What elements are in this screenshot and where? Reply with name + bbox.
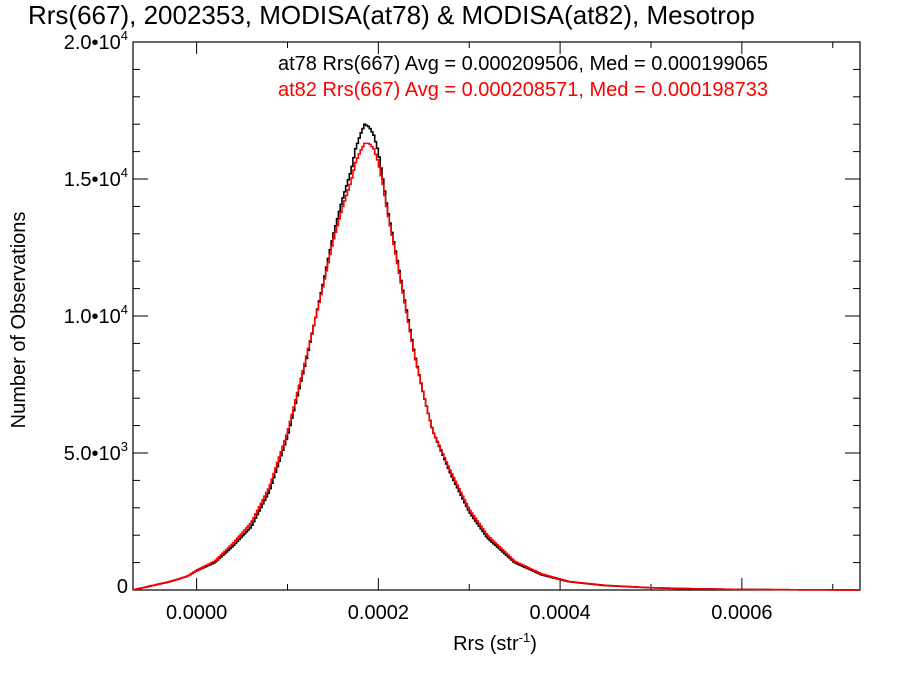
- y-axis-label: Number of Observations: [8, 212, 30, 429]
- y-tick-label: 0: [117, 576, 128, 598]
- x-tick-label: 0.0002: [348, 602, 409, 624]
- series-layer: [133, 123, 860, 591]
- series-at78-line: [133, 123, 860, 591]
- annotation-at82: at82 Rrs(667) Avg = 0.000208571, Med = 0…: [278, 79, 768, 101]
- x-axis: 0.0000 0.0002 0.0004 0.0006: [166, 42, 834, 624]
- plot-frame: [132, 41, 861, 591]
- x-axis-label: Rrs (str-1): [453, 630, 537, 655]
- y-tick-label: 1.0•104: [64, 302, 128, 328]
- x-tick-label: 0.0006: [711, 602, 772, 624]
- y-tick-label: 5.0•103: [64, 439, 128, 465]
- y-axis: 0 5.0•103 1.0•104 1.5•104 2.0•104: [64, 28, 860, 598]
- y-tick-label: 1.5•104: [64, 165, 128, 191]
- x-tick-label: 0.0004: [530, 602, 591, 624]
- series-at82-line: [133, 142, 860, 591]
- y-tick-label: 2.0•104: [64, 28, 128, 54]
- plot-border: [132, 41, 861, 591]
- chart-title: Rrs(667), 2002353, MODISA(at78) & MODISA…: [28, 0, 755, 30]
- annotation-at78: at78 Rrs(667) Avg = 0.000209506, Med = 0…: [278, 53, 768, 75]
- x-tick-label: 0.0000: [166, 602, 227, 624]
